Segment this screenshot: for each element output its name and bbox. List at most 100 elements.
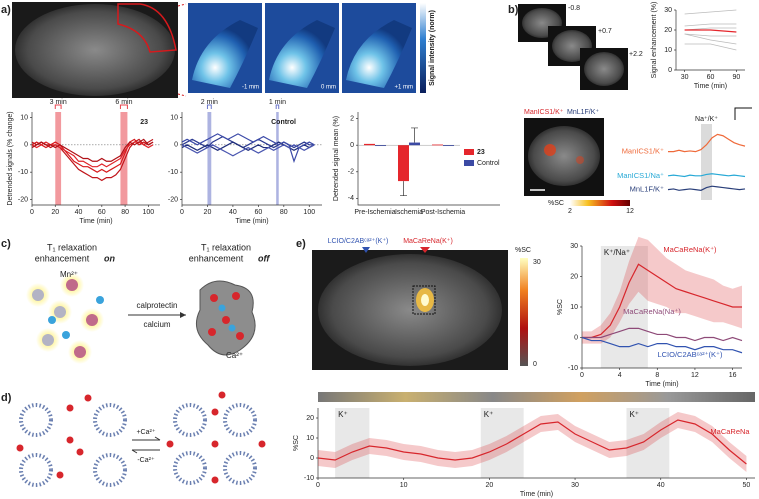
region-label: K⁺ (338, 410, 348, 419)
colorbar-tick: 2 (568, 208, 572, 215)
map-label: MnL1F/K⁺ (567, 109, 599, 116)
bar (398, 145, 409, 182)
stimulus-region (335, 408, 370, 478)
stimulus-region (480, 408, 524, 478)
y-tick-label: 0 (24, 142, 28, 149)
legend-swatch (464, 149, 474, 155)
y-tick-label: 20 (664, 27, 672, 34)
y-tick-label: -10 (568, 365, 578, 372)
series-line (181, 141, 315, 151)
brain-map-e (312, 247, 528, 370)
mri-brain (15, 4, 175, 96)
annotation: 23 (140, 119, 148, 126)
roi-outline (117, 3, 177, 53)
axis (31, 112, 160, 206)
y-tick-label: 0 (174, 142, 178, 149)
x-axis-label: Time (min) (235, 218, 268, 225)
x-tick-label: 90 (732, 74, 740, 81)
x-tick-label: 100 (143, 209, 155, 216)
y-axis-label: %SC (557, 299, 564, 315)
label: T₁ relaxation (201, 242, 251, 252)
x-tick-label: 40 (657, 482, 665, 489)
series-line (668, 133, 746, 153)
y-tick-label: -10 (18, 169, 28, 176)
y-tick-label: 2 (350, 115, 354, 122)
arrow-label: +Ca²⁺ (136, 429, 155, 436)
series-label: MaCaReNa(K⁺) (663, 245, 717, 254)
y-axis-label: Detrended signal mean (%) (333, 116, 340, 201)
probe-label: MaCaReNa(K⁺) (403, 238, 453, 245)
y-tick-label: -20 (18, 196, 28, 203)
stimulus-region (600, 246, 648, 368)
bar (364, 143, 375, 146)
y-tick-label: 10 (20, 114, 28, 121)
series-line (667, 173, 746, 178)
x-tick-label: 8 (655, 372, 659, 379)
y-axis-label: Signal enhancement (%) (651, 2, 658, 79)
series-line (317, 419, 747, 465)
y-tick-label: 20 (570, 273, 578, 280)
x-tick-label: 60 (254, 209, 262, 216)
slice-label: -1 mm (242, 85, 259, 91)
probe-label: LCIO/C2ABᶜᵃ²⁺(K⁺) (328, 238, 389, 245)
ion-label: Mn²⁺ (60, 270, 78, 279)
series-label: ManICS1/K⁺ (622, 147, 664, 156)
colorbar-label: Signal intensity (norm) (429, 10, 436, 86)
x-tick-label: 20 (51, 209, 59, 216)
stimulus-region (276, 112, 279, 205)
region-bracket (275, 104, 280, 109)
x-tick-label: 60 (707, 74, 715, 81)
y-tick-label: -4 (348, 195, 354, 202)
bar (432, 144, 443, 146)
bar (375, 145, 386, 147)
series-line (31, 138, 154, 162)
series-label: MnL1F/K⁺ (630, 185, 664, 194)
stimulus-region (120, 112, 128, 205)
y-tick-label: -10 (304, 475, 314, 482)
colorbar-tick: 0 (533, 361, 537, 368)
y-axis-label: %SC (293, 435, 300, 451)
x-tick-label: 16 (729, 372, 737, 379)
x-tick-label: 30 (571, 482, 579, 489)
series-label: MaCaReNa(Na⁺) (623, 307, 681, 316)
x-tick-label: 30 (681, 74, 689, 81)
label: on (104, 253, 115, 263)
region-label: K⁺ (629, 410, 639, 419)
label: enhancement (189, 253, 244, 263)
error-band (318, 412, 747, 472)
x-tick-label: 20 (485, 482, 493, 489)
label: T₁ relaxation (47, 242, 97, 252)
x-tick-label: 0 (30, 209, 34, 216)
x-tick-label: Ischemia (395, 209, 423, 216)
slice-label: -0.8 (568, 5, 580, 12)
diagram-c (26, 273, 256, 364)
x-tick-label: 0 (316, 482, 320, 489)
panel-label: a) (1, 4, 11, 16)
ion-label: Ca²⁺ (226, 351, 243, 360)
arrow-label: calcium (143, 320, 170, 329)
ions-d (16, 391, 266, 484)
x-tick-label: 40 (75, 209, 83, 216)
region-label: K⁺/Na⁺ (604, 248, 630, 257)
panel-label: b) (508, 4, 519, 16)
x-tick-label: 0 (180, 209, 184, 216)
zoom-line (177, 3, 187, 97)
y-tick-label: 0 (668, 67, 672, 74)
stimulus-region (701, 124, 712, 200)
x-axis-label: Time (min) (520, 491, 553, 498)
x-tick-label: Pre-Ischemia (354, 209, 395, 216)
series-line (684, 23, 737, 27)
series-label: MaCaReNa (710, 427, 750, 436)
activation-map (524, 118, 630, 206)
series-line (31, 138, 154, 173)
region-label: 2 min (201, 99, 218, 106)
region-bracket (206, 104, 212, 109)
label: enhancement (35, 253, 90, 263)
stimulus-region (207, 112, 212, 205)
annotation: Control (271, 119, 296, 126)
series-line (181, 144, 315, 157)
y-axis-label: Detrended signals (% change) (7, 111, 14, 205)
scale-bar (734, 107, 752, 120)
error-bar (411, 127, 418, 143)
